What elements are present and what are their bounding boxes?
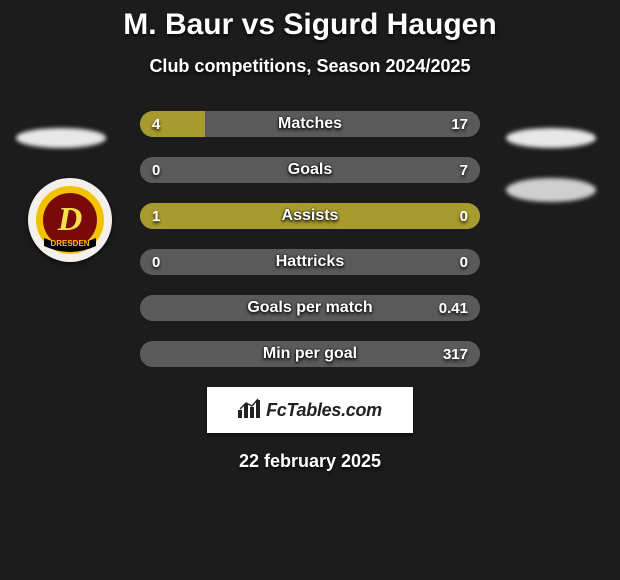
fctables-label: FcTables.com	[266, 400, 382, 421]
stat-label: Matches	[140, 111, 480, 137]
stat-row: Goals0 7	[140, 157, 480, 183]
stat-value-left: 4	[152, 111, 160, 137]
stat-label: Goals	[140, 157, 480, 183]
stat-value-right: 317	[443, 341, 468, 367]
stat-value-right: 0.41	[439, 295, 468, 321]
club-crest: DDRESDEN	[28, 178, 112, 262]
comparison-infographic: M. Baur vs Sigurd Haugen Club competitio…	[0, 0, 620, 580]
stat-row: Assists1 0	[140, 203, 480, 229]
player-shadow-right-1	[506, 128, 596, 148]
stat-value-left: 0	[152, 249, 160, 275]
page-title: M. Baur vs Sigurd Haugen	[0, 8, 620, 42]
date-label: 22 february 2025	[0, 451, 620, 472]
stat-row: Min per goal317	[140, 341, 480, 367]
stat-value-right: 0	[460, 249, 468, 275]
stat-row: Matches4 17	[140, 111, 480, 137]
stat-value-left: 0	[152, 157, 160, 183]
stat-label: Assists	[140, 203, 480, 229]
stat-value-right: 17	[451, 111, 468, 137]
stat-value-right: 0	[460, 203, 468, 229]
stat-label: Goals per match	[140, 295, 480, 321]
stat-row: Hattricks0 0	[140, 249, 480, 275]
stat-value-left: 1	[152, 203, 160, 229]
fctables-badge: FcTables.com	[207, 387, 413, 433]
stat-row: Goals per match0.41	[140, 295, 480, 321]
stat-label: Hattricks	[140, 249, 480, 275]
svg-text:D: D	[57, 201, 83, 238]
stat-value-right: 7	[460, 157, 468, 183]
svg-text:DRESDEN: DRESDEN	[50, 239, 89, 248]
fctables-icon	[238, 398, 262, 423]
player-shadow-right-2	[506, 178, 596, 202]
stat-label: Min per goal	[140, 341, 480, 367]
player-shadow-left	[16, 128, 106, 148]
subtitle: Club competitions, Season 2024/2025	[0, 56, 620, 77]
